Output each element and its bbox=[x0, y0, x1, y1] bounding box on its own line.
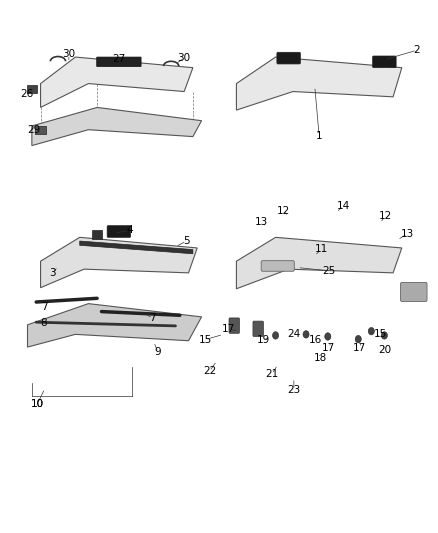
Polygon shape bbox=[32, 108, 201, 146]
Text: 20: 20 bbox=[379, 345, 392, 356]
Circle shape bbox=[381, 332, 388, 339]
Text: 4: 4 bbox=[127, 225, 133, 236]
Text: 29: 29 bbox=[28, 125, 41, 135]
Text: 30: 30 bbox=[62, 50, 75, 59]
Text: 2: 2 bbox=[414, 45, 420, 55]
FancyBboxPatch shape bbox=[253, 321, 263, 336]
Text: 14: 14 bbox=[336, 200, 350, 211]
Text: 30: 30 bbox=[178, 53, 191, 63]
Text: 27: 27 bbox=[112, 54, 126, 63]
Text: 11: 11 bbox=[314, 244, 328, 254]
FancyBboxPatch shape bbox=[400, 282, 427, 302]
Text: 17: 17 bbox=[322, 343, 336, 353]
Circle shape bbox=[272, 332, 279, 339]
Polygon shape bbox=[237, 237, 402, 289]
Text: 19: 19 bbox=[257, 335, 270, 345]
Text: 15: 15 bbox=[374, 329, 388, 340]
Text: 1: 1 bbox=[316, 131, 322, 141]
FancyBboxPatch shape bbox=[261, 261, 294, 271]
Circle shape bbox=[355, 335, 361, 343]
FancyBboxPatch shape bbox=[107, 225, 131, 237]
Bar bbox=[27, 85, 37, 93]
Text: 26: 26 bbox=[20, 89, 33, 99]
Text: 10: 10 bbox=[31, 399, 44, 409]
Text: 22: 22 bbox=[203, 367, 216, 376]
Text: 5: 5 bbox=[183, 236, 190, 246]
Text: 23: 23 bbox=[287, 385, 300, 395]
Text: 9: 9 bbox=[155, 348, 161, 358]
Text: 24: 24 bbox=[287, 329, 300, 340]
Text: 12: 12 bbox=[277, 206, 290, 216]
Polygon shape bbox=[41, 57, 193, 108]
Polygon shape bbox=[80, 241, 193, 254]
Bar bbox=[35, 126, 46, 134]
Text: 18: 18 bbox=[313, 353, 327, 363]
Text: 7: 7 bbox=[41, 302, 47, 312]
FancyBboxPatch shape bbox=[277, 52, 300, 64]
Text: 17: 17 bbox=[353, 343, 366, 353]
Text: 3: 3 bbox=[49, 268, 56, 278]
Text: 21: 21 bbox=[265, 369, 279, 379]
Polygon shape bbox=[28, 304, 201, 347]
Text: 17: 17 bbox=[222, 324, 235, 334]
Circle shape bbox=[303, 330, 309, 338]
Polygon shape bbox=[41, 237, 197, 288]
Text: 12: 12 bbox=[378, 211, 392, 221]
Text: 8: 8 bbox=[41, 318, 47, 328]
Text: 10: 10 bbox=[31, 399, 44, 409]
Text: 13: 13 bbox=[255, 217, 268, 228]
Bar bbox=[92, 230, 102, 239]
Text: 15: 15 bbox=[198, 335, 212, 345]
FancyBboxPatch shape bbox=[229, 318, 240, 333]
Polygon shape bbox=[237, 57, 402, 110]
Text: 13: 13 bbox=[401, 229, 414, 239]
FancyBboxPatch shape bbox=[373, 56, 396, 68]
Circle shape bbox=[325, 333, 331, 340]
Circle shape bbox=[368, 327, 374, 335]
FancyBboxPatch shape bbox=[97, 57, 141, 67]
Text: 25: 25 bbox=[322, 266, 336, 276]
Text: 7: 7 bbox=[149, 313, 156, 323]
Text: 16: 16 bbox=[309, 335, 322, 345]
